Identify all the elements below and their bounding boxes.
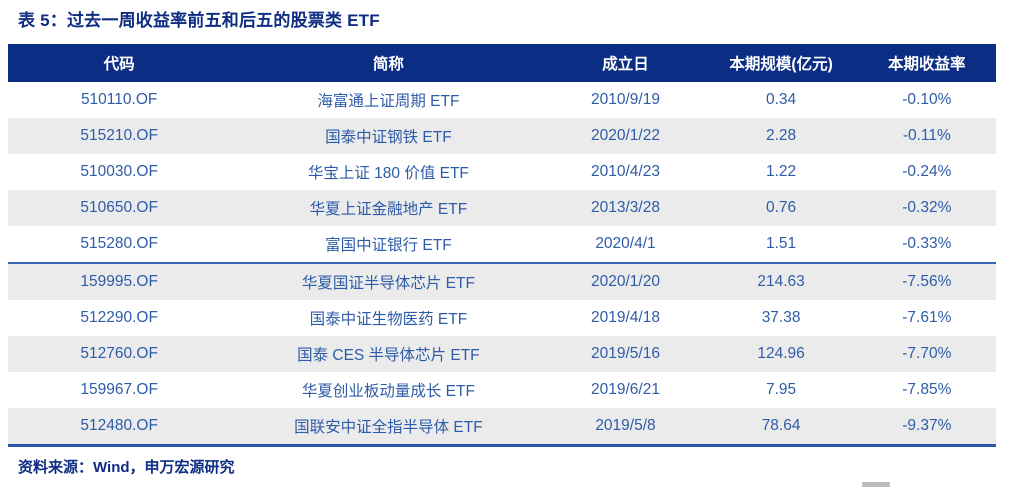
scale-cell: 2.28 — [766, 127, 797, 144]
inception-date-cell: 2020/1/22 — [591, 127, 660, 144]
return-cell: -7.70% — [902, 345, 952, 362]
code-cell: 512290.OF — [80, 309, 158, 326]
table-row: 512760.OF 国泰 CES 半导体芯片 ETF 2019/5/16 124.96… — [8, 336, 996, 372]
code-cell: 510110.OF — [80, 91, 158, 108]
inception-date-cell: 2020/1/20 — [591, 273, 660, 290]
code-cell: 512760.OF — [80, 345, 158, 362]
scale-cell: 124.96 — [757, 345, 805, 362]
table-row: 512480.OF 国联安中证全指半导体 ETF 2019/5/8 78.64 -9.3… — [8, 408, 996, 444]
column-header-name: 简称 — [372, 56, 404, 73]
page-title: 表 5：过去一周收益率前五和后五的股票类 ETF — [18, 11, 380, 30]
code-cell: 510650.OF — [80, 199, 158, 216]
inception-date-cell: 2013/3/28 — [591, 199, 660, 216]
name-cell: 华夏上证金融地产 ETF — [309, 201, 468, 218]
inception-date-cell: 2019/4/18 — [591, 309, 660, 326]
name-cell: 国泰中证生物医药 ETF — [309, 311, 468, 328]
table-row: 159967.OF 华夏创业板动量成长 ETF 2019/6/21 7.95 -7.85… — [8, 372, 996, 408]
table-row: 515280.OF 富国中证银行 ETF 2020/4/1 1.51 -0.33% — [8, 226, 996, 262]
name-cell: 国联安中证全指半导体 ETF — [294, 419, 483, 436]
return-cell: -7.61% — [902, 309, 952, 326]
code-cell: 159995.OF — [80, 273, 158, 290]
scale-cell: 1.22 — [766, 163, 797, 180]
table-body: 510110.OF 海富通上证周期 ETF 2010/9/19 0.34 -0.10% 5… — [8, 82, 996, 444]
source-note: 资料来源：Wind，申万宏源研究 — [18, 459, 235, 476]
column-header-scale: 本期规模(亿元) — [729, 56, 833, 73]
inception-date-cell: 2019/6/21 — [591, 381, 660, 398]
inception-date-cell: 2019/5/16 — [591, 345, 660, 362]
scale-cell: 214.63 — [757, 273, 805, 290]
table-row: 512290.OF 国泰中证生物医药 ETF 2019/4/18 37.38 -7.61… — [8, 300, 996, 336]
return-cell: -0.11% — [902, 127, 951, 144]
inception-date-cell: 2019/5/8 — [595, 417, 656, 434]
scale-cell: 1.51 — [766, 235, 797, 252]
name-cell: 富国中证银行 ETF — [325, 237, 452, 254]
table-row: 510030.OF 华宝上证 180 价值 ETF 2010/4/23 1.22 -0.… — [8, 154, 996, 190]
code-cell: 512480.OF — [80, 417, 158, 434]
inception-date-cell: 2020/4/1 — [595, 235, 656, 252]
scale-cell: 0.34 — [766, 91, 797, 108]
table-row: 159995.OF 华夏国证半导体芯片 ETF 2020/1/20 214.63 -7.… — [8, 262, 996, 300]
code-cell: 515280.OF — [80, 235, 158, 252]
return-cell: -9.37% — [902, 417, 952, 434]
return-cell: -0.32% — [902, 199, 952, 216]
scale-cell: 0.76 — [766, 199, 797, 216]
table-row: 510650.OF 华夏上证金融地产 ETF 2013/3/28 0.76 -0.32% — [8, 190, 996, 226]
page-artifact-bar — [862, 482, 890, 487]
scale-cell: 7.95 — [766, 381, 797, 398]
name-cell: 华夏创业板动量成长 ETF — [301, 383, 475, 400]
table-row: 515210.OF 国泰中证钢铁 ETF 2020/1/22 2.28 -0.11% — [8, 118, 996, 154]
column-header-return: 本期收益率 — [888, 56, 966, 73]
name-cell: 国泰 CES 半导体芯片 ETF — [297, 347, 480, 364]
etf-table: 代码 简称 成立日 本期规模(亿元) 本期收益率 510110.OF 海富通上证周… — [8, 44, 996, 447]
code-cell: 515210.OF — [80, 127, 158, 144]
return-cell: -0.33% — [902, 235, 952, 252]
table-row: 510110.OF 海富通上证周期 ETF 2010/9/19 0.34 -0.10% — [8, 82, 996, 118]
column-header-inception-date: 成立日 — [602, 56, 649, 73]
inception-date-cell: 2010/9/19 — [591, 91, 660, 108]
return-cell: -0.24% — [902, 163, 952, 180]
code-cell: 510030.OF — [80, 163, 158, 180]
return-cell: -7.56% — [902, 273, 952, 290]
inception-date-cell: 2010/4/23 — [591, 163, 660, 180]
name-cell: 海富通上证周期 ETF — [317, 93, 460, 110]
scale-cell: 37.38 — [761, 309, 801, 326]
table-header-row: 代码 简称 成立日 本期规模(亿元) 本期收益率 — [8, 44, 996, 82]
return-cell: -0.10% — [902, 91, 952, 108]
column-header-code: 代码 — [103, 56, 135, 73]
scale-cell: 78.64 — [761, 417, 801, 434]
code-cell: 159967.OF — [80, 381, 158, 398]
name-cell: 华夏国证半导体芯片 ETF — [301, 275, 475, 292]
return-cell: -7.85% — [902, 381, 952, 398]
name-cell: 国泰中证钢铁 ETF — [325, 129, 452, 146]
name-cell: 华宝上证 180 价值 ETF — [307, 165, 469, 182]
